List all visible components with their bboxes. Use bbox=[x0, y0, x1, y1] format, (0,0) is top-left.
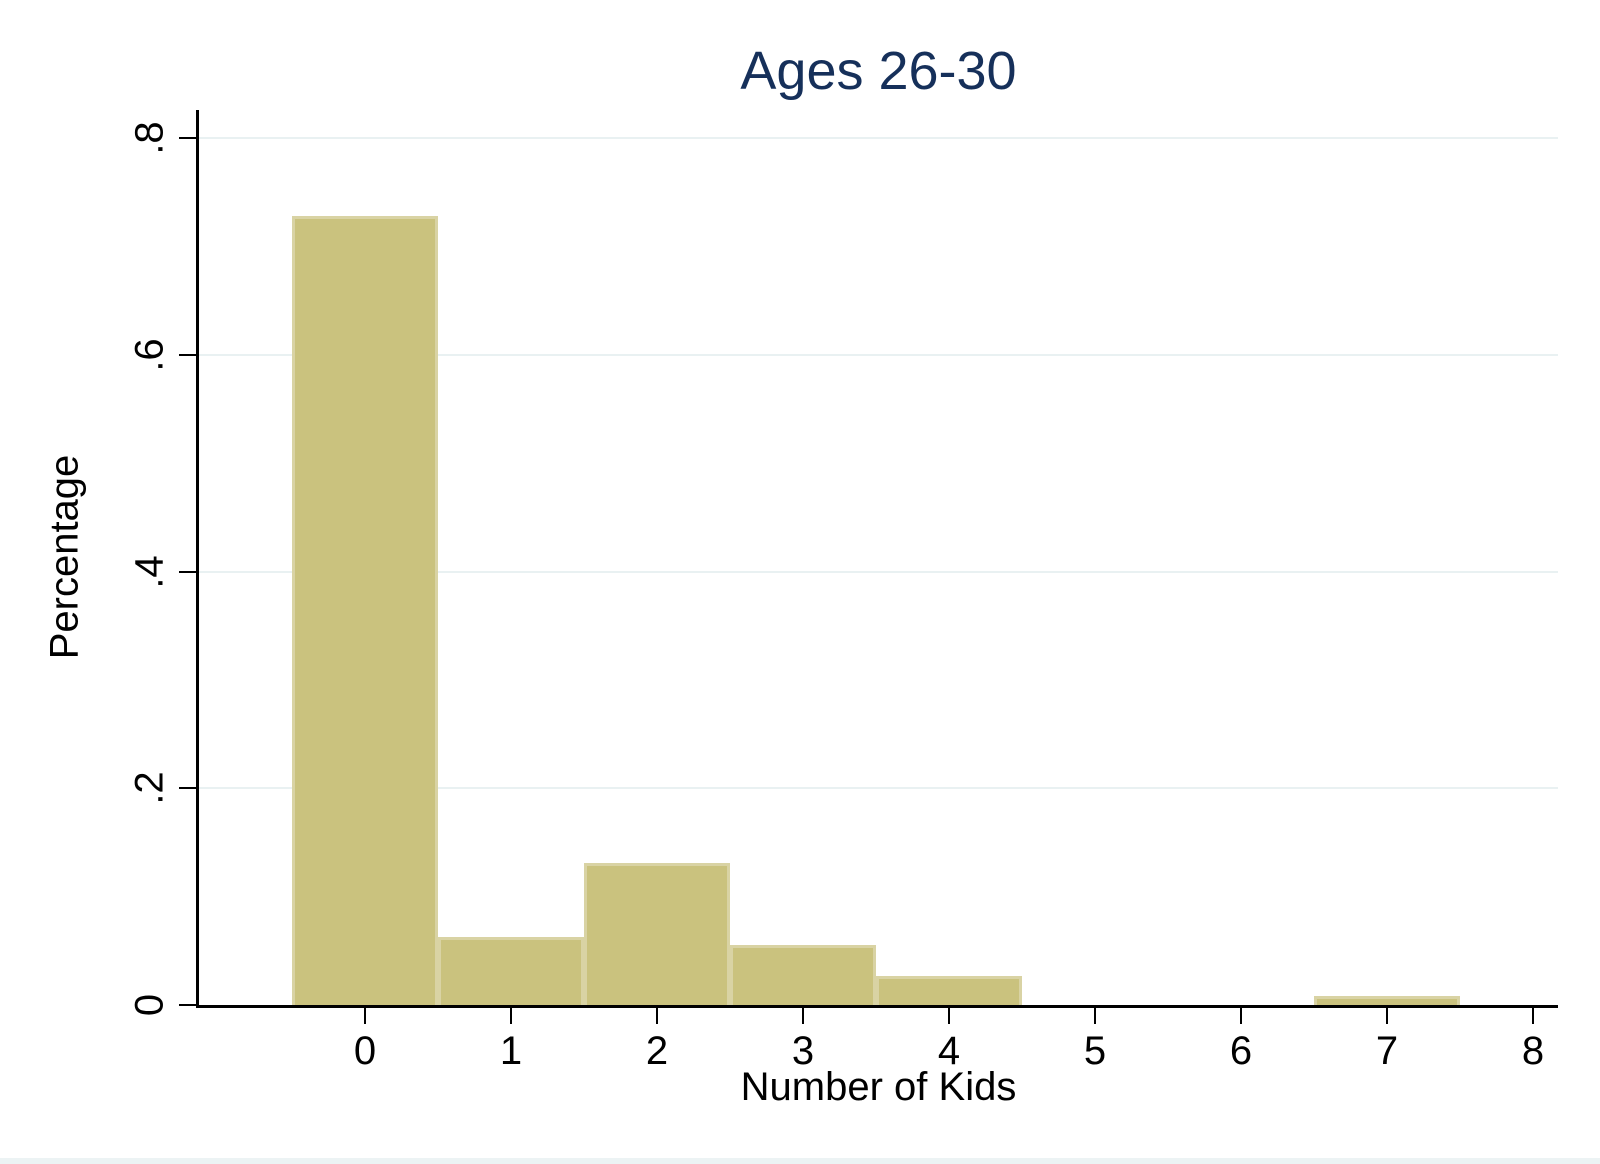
y-gridline bbox=[199, 353, 1558, 356]
plot-area: 0 .2 .4 .6 .8 0 1 2 3 4 5 6 7 8 bbox=[128, 110, 1558, 1073]
x-tick-mark bbox=[1094, 1008, 1097, 1024]
x-tick-label: 6 bbox=[1229, 1029, 1253, 1073]
x-tick-label: 2 bbox=[645, 1029, 669, 1073]
x-tick-mark bbox=[948, 1008, 951, 1024]
x-tick-label: 1 bbox=[499, 1029, 523, 1073]
histogram-bar bbox=[438, 936, 584, 1005]
y-tick-mark bbox=[179, 137, 196, 140]
x-tick-label: 4 bbox=[937, 1029, 961, 1073]
histogram-bar bbox=[730, 945, 876, 1005]
x-tick-mark bbox=[510, 1008, 512, 1024]
x-tick-mark bbox=[656, 1008, 658, 1024]
x-tick-label: 5 bbox=[1083, 1029, 1107, 1073]
y-tick-mark bbox=[179, 787, 196, 790]
y-tick-label: 0 bbox=[127, 993, 172, 1017]
y-axis-line bbox=[196, 110, 199, 1008]
y-tick-label: .2 bbox=[127, 771, 172, 805]
chart-title: Ages 26-30 bbox=[740, 41, 1017, 101]
x-tick-label: 7 bbox=[1375, 1029, 1399, 1073]
y-tick-mark bbox=[179, 570, 196, 573]
y-axis-title: Percentage bbox=[42, 454, 87, 660]
histogram-bar bbox=[876, 975, 1023, 1005]
y-gridline bbox=[199, 137, 1558, 140]
y-tick-label: .6 bbox=[127, 338, 172, 372]
x-tick-mark bbox=[364, 1008, 366, 1024]
histogram-bar bbox=[292, 216, 438, 1005]
y-tick-label: .8 bbox=[127, 121, 172, 155]
x-axis-line bbox=[196, 1005, 1558, 1008]
x-tick-label: 8 bbox=[1521, 1029, 1545, 1073]
x-tick-mark bbox=[802, 1008, 805, 1024]
y-tick-label: .4 bbox=[127, 554, 172, 589]
x-tick-mark bbox=[1386, 1008, 1389, 1024]
footer-strip bbox=[0, 1158, 1600, 1164]
x-axis-title: Number of Kids bbox=[740, 1065, 1017, 1109]
x-tick-mark bbox=[1532, 1008, 1535, 1024]
y-gridline bbox=[199, 570, 1558, 573]
y-tick-mark bbox=[179, 1004, 196, 1006]
y-gridline bbox=[199, 787, 1558, 790]
x-tick-mark bbox=[1240, 1008, 1243, 1024]
y-tick-mark bbox=[179, 353, 196, 356]
histogram-bar bbox=[1314, 996, 1461, 1005]
histogram-bar bbox=[584, 863, 730, 1005]
x-tick-label: 3 bbox=[791, 1029, 815, 1073]
x-tick-label: 0 bbox=[353, 1029, 377, 1073]
